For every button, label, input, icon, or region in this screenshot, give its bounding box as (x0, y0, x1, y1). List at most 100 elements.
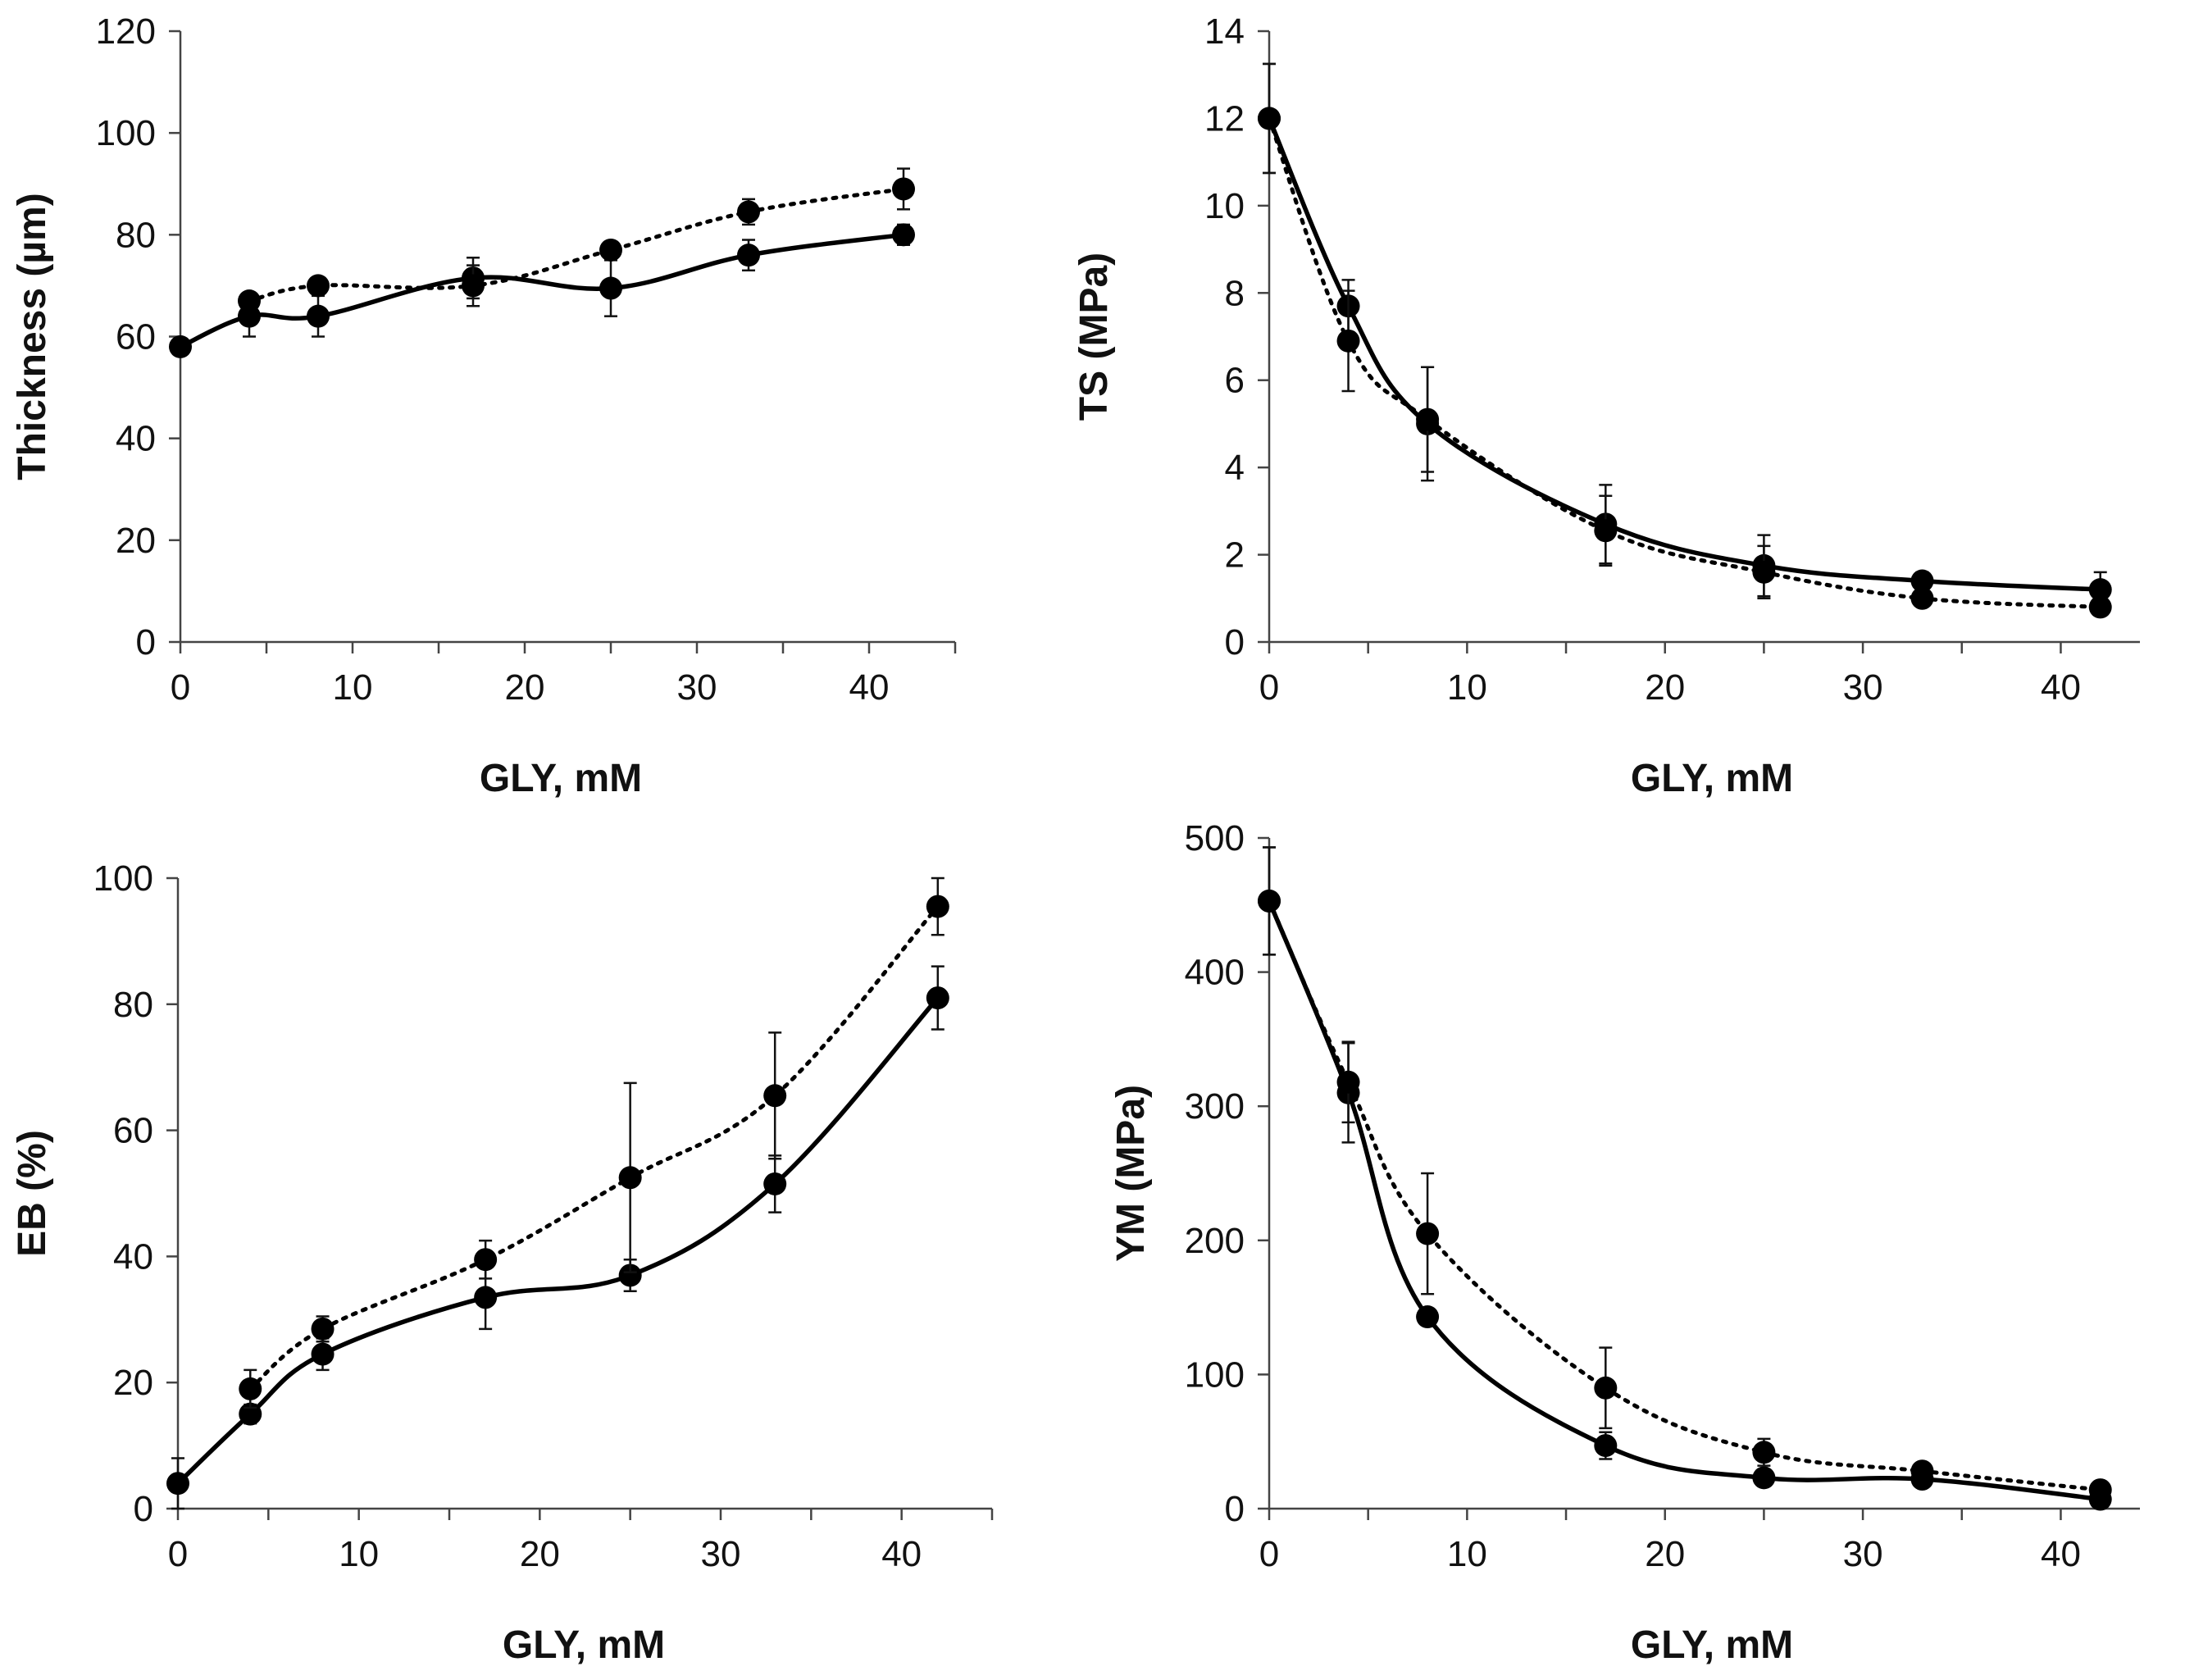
x-tick-label: 0 (171, 667, 190, 708)
x-tick-label: 10 (1447, 667, 1487, 708)
y-tick-label: 100 (96, 113, 156, 153)
x-axis-title: GLY, mM (1631, 757, 1793, 800)
x-tick-label: 10 (1447, 1534, 1487, 1574)
y-tick-label: 100 (1185, 1354, 1245, 1395)
series-solid (169, 223, 915, 358)
data-point (1336, 329, 1360, 353)
data-point (892, 177, 915, 201)
x-tick-label: 20 (1645, 667, 1685, 708)
data-point (166, 1472, 189, 1496)
series-line-dotted (1267, 899, 2103, 1492)
y-tick-label: 120 (96, 11, 156, 52)
data-point (462, 274, 485, 298)
data-point (307, 274, 330, 298)
data-point (311, 1342, 335, 1366)
data-point (599, 238, 622, 262)
y-axis-title: YM (MPa) (1109, 1085, 1153, 1262)
y-tick-label: 300 (1185, 1086, 1245, 1127)
series-dotted (1258, 846, 2112, 1502)
data-point (1416, 407, 1440, 431)
x-axis-title: GLY, mM (1631, 1623, 1793, 1667)
data-point (474, 1286, 498, 1309)
y-tick-label: 500 (1185, 818, 1245, 858)
y-tick-label: 400 (1185, 953, 1245, 993)
series-line-solid (1267, 899, 2101, 1502)
x-tick-label: 30 (1843, 667, 1883, 708)
series-line-solid (1267, 117, 2101, 592)
data-point (474, 1248, 498, 1272)
data-point (1594, 1376, 1618, 1400)
y-tick-label: 40 (116, 419, 156, 459)
y-tick-label: 60 (113, 1111, 153, 1151)
x-tick-label: 20 (505, 667, 545, 708)
x-tick-label: 30 (677, 667, 717, 708)
data-point (599, 276, 622, 300)
y-tick-label: 4 (1225, 448, 1245, 488)
data-point (2088, 578, 2112, 602)
x-tick-label: 20 (520, 1534, 560, 1574)
x-tick-label: 30 (1843, 1534, 1883, 1574)
series-solid (1258, 62, 2112, 608)
data-point (737, 244, 760, 267)
x-axis-title: GLY, mM (503, 1623, 665, 1667)
data-point (1752, 1441, 1776, 1464)
data-point (892, 223, 915, 247)
y-tick-label: 6 (1225, 361, 1245, 401)
tensile-strength-chart: 0 2 4 6 8 10 12 14 0 10 20 30 40 GLY, mM TS (MPa) (1072, 11, 2140, 800)
y-tick-label: 2 (1225, 535, 1245, 576)
y-tick-label: 8 (1225, 273, 1245, 313)
series-solid (1258, 846, 2112, 1511)
series-line-dotted (1267, 116, 2103, 609)
y-tick-label: 0 (134, 1489, 153, 1529)
data-point (1336, 1070, 1360, 1094)
series-dotted (1258, 62, 2112, 619)
y-tick-label: 40 (113, 1236, 153, 1277)
y-tick-label: 10 (1204, 186, 1245, 226)
x-tick-label: 40 (849, 667, 890, 708)
y-tick-label: 0 (136, 622, 156, 662)
x-tick-label: 40 (2041, 667, 2081, 708)
data-point (1752, 1466, 1776, 1490)
y-tick-label: 80 (113, 985, 153, 1025)
data-point (618, 1263, 642, 1287)
data-point (2088, 1478, 2112, 1502)
data-point (1910, 586, 1934, 610)
x-tick-label: 10 (333, 667, 373, 708)
x-axis-title: GLY, mM (480, 757, 642, 800)
thickness-chart: 0 20 40 60 80 100 120 0 10 20 30 40 GLY, mM Thickness… (11, 11, 957, 800)
y-axis-title: TS (MPa) (1072, 253, 1116, 421)
x-tick-label: 30 (701, 1534, 741, 1574)
y-tick-label: 0 (1225, 622, 1245, 662)
y-tick-label: 100 (93, 858, 153, 899)
series-dotted (239, 876, 949, 1409)
data-point (926, 895, 949, 918)
data-point (169, 335, 192, 358)
x-tick-label: 40 (2041, 1534, 2081, 1574)
data-point (307, 304, 330, 328)
data-point (1594, 1434, 1618, 1458)
data-point (1258, 107, 1281, 130)
data-point (311, 1317, 335, 1341)
x-tick-label: 0 (1259, 1534, 1279, 1574)
y-tick-label: 14 (1204, 11, 1245, 52)
data-point (618, 1166, 642, 1190)
data-point (1752, 560, 1776, 584)
y-tick-label: 20 (113, 1363, 153, 1403)
series-solid (166, 965, 949, 1510)
data-point (763, 1172, 787, 1195)
x-tick-label: 20 (1645, 1534, 1685, 1574)
y-tick-label: 12 (1204, 98, 1245, 139)
youngs-modulus-chart: 0 100 200 300 400 500 0 10 20 30 40 GLY, mM YM (MPa) (1109, 818, 2140, 1667)
y-tick-label: 200 (1185, 1221, 1245, 1261)
series-dotted (238, 167, 915, 313)
data-point (1416, 1222, 1440, 1245)
y-tick-label: 0 (1225, 1489, 1245, 1529)
data-point (763, 1084, 787, 1108)
y-axis-title: Thickness (µm) (11, 193, 54, 480)
data-point (1258, 889, 1281, 913)
x-tick-label: 10 (339, 1534, 379, 1574)
elongation-at-break-chart: 0 20 40 60 80 100 0 10 20 30 40 GLY, mM EB (%) (11, 858, 994, 1667)
series-line-solid (176, 996, 940, 1486)
x-tick-label: 0 (1259, 667, 1279, 708)
